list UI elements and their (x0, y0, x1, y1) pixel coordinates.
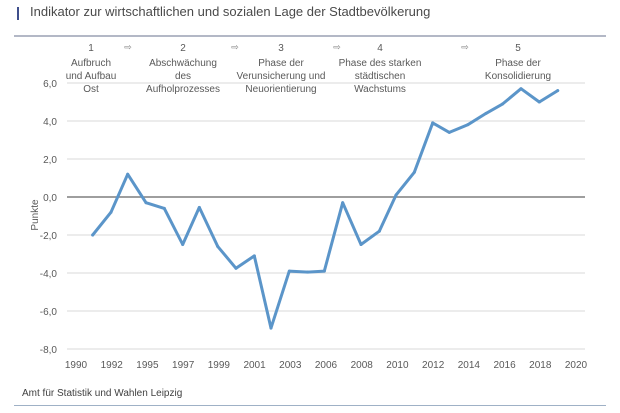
phase-label-line: Abschwächung (149, 58, 217, 69)
x-tick-label: 1997 (172, 360, 195, 371)
series-line (91, 87, 560, 330)
data-point (91, 233, 95, 237)
phase-label-line: Aufholprozesses (146, 84, 220, 95)
x-tick-label: 1990 (65, 360, 88, 371)
y-tick-label: -4,0 (40, 269, 58, 280)
arrow-icon: ⇨ (231, 42, 239, 52)
data-point (394, 193, 398, 197)
x-tick-label: 2018 (529, 360, 552, 371)
phase-label-line: Phase der (495, 58, 541, 69)
x-tick-label: 2003 (279, 360, 302, 371)
y-axis-label: Punkte (30, 199, 41, 231)
title-accent-bar (17, 7, 19, 20)
data-point (341, 201, 345, 205)
data-point (447, 130, 451, 134)
phase-label-line: des (175, 71, 191, 82)
phase-number: 4 (377, 43, 383, 54)
phase-label-line: städtischen (355, 71, 406, 82)
data-point (181, 243, 185, 246)
source-note: Amt für Statistik und Wahlen Leipzig (22, 388, 183, 399)
data-point (306, 270, 310, 274)
y-tick-label: 2,0 (43, 155, 57, 166)
phase-number: 2 (180, 43, 186, 54)
data-point (269, 326, 273, 330)
x-tick-label: 2016 (493, 360, 516, 371)
phase-number: 3 (278, 43, 284, 54)
data-point (556, 89, 560, 93)
x-tick-label: 1992 (101, 360, 124, 371)
data-point (234, 266, 238, 270)
y-tick-label: -2,0 (40, 231, 58, 242)
data-point (322, 269, 326, 273)
data-point (519, 87, 523, 91)
data-point (377, 229, 381, 233)
data-point (466, 123, 470, 127)
data-point (216, 244, 220, 248)
phase-5: 5 Phase der Konsolidierung (485, 43, 551, 82)
chart-title: Indikator zur wirtschaftlichen und sozia… (30, 4, 431, 19)
data-point (412, 170, 416, 174)
phase-4: 4 Phase des starken städtischen Wachstums (339, 43, 422, 95)
data-point (162, 206, 166, 210)
phase-annotations: 1 Aufbruch und Aufbau Ost 2 Abschwächung des Au… (66, 42, 551, 95)
data-point (484, 111, 488, 115)
y-tick-labels: 6,0 4,0 2,0 0,0 -2,0 -4,0 -6,0 -8,0 (40, 79, 58, 356)
data-point (144, 201, 148, 205)
data-point (359, 243, 363, 246)
data-point (287, 269, 291, 273)
phase-label-line: Wachstums (354, 84, 406, 95)
x-tick-label: 2020 (565, 360, 588, 371)
data-point (126, 172, 130, 176)
x-tick-label: 1995 (136, 360, 159, 371)
x-tick-label: 2014 (458, 360, 481, 371)
y-tick-label: -8,0 (40, 345, 58, 356)
phase-label-line: Aufbruch (71, 58, 111, 69)
x-tick-label: 2006 (315, 360, 338, 371)
phase-1: 1 Aufbruch und Aufbau Ost (66, 43, 117, 95)
x-tick-label: 2010 (386, 360, 409, 371)
phase-label-line: Konsolidierung (485, 71, 551, 82)
y-tick-label: 4,0 (43, 117, 57, 128)
phase-2: 2 Abschwächung des Aufholprozesses (146, 43, 220, 95)
x-tick-label: 1999 (208, 360, 231, 371)
phase-number: 5 (515, 43, 521, 54)
data-point (197, 205, 201, 209)
x-tick-label: 2012 (422, 360, 445, 371)
x-tick-labels: 1990 1992 1995 1997 1999 2001 2003 2006 2008 2010… (65, 360, 588, 371)
gridlines (67, 82, 585, 350)
phase-label-line: und Aufbau (66, 71, 117, 82)
data-point (109, 210, 113, 214)
phase-label-line: Neuorientierung (245, 84, 316, 95)
y-tick-label: -6,0 (40, 307, 58, 318)
arrow-icon: ⇨ (333, 42, 341, 52)
phase-number: 1 (88, 43, 94, 54)
line-chart: 6,04,02,00,0-2,0-4,0-6,0-8,0 1990 1992 199… (30, 42, 588, 371)
arrow-icon: ⇨ (124, 42, 132, 52)
x-tick-label: 2001 (243, 360, 266, 371)
data-point (431, 121, 435, 125)
series-group (91, 87, 560, 330)
bottom-divider (14, 405, 606, 406)
phase-label-line: Ost (83, 84, 99, 95)
phase-label-line: Verunsicherung und (237, 71, 326, 82)
phase-label-line: Phase des starken (339, 58, 422, 69)
x-tick-label: 2008 (351, 360, 374, 371)
y-tick-label: 6,0 (43, 79, 57, 90)
top-divider (14, 35, 606, 37)
data-point (501, 102, 505, 106)
phase-3: 3 Phase der Verunsicherung und Neuorientier… (237, 43, 326, 95)
arrow-icon: ⇨ (461, 42, 469, 52)
data-point (537, 100, 541, 104)
phase-label-line: Phase der (258, 58, 304, 69)
data-point (252, 254, 256, 258)
y-tick-label: 0,0 (43, 193, 57, 204)
